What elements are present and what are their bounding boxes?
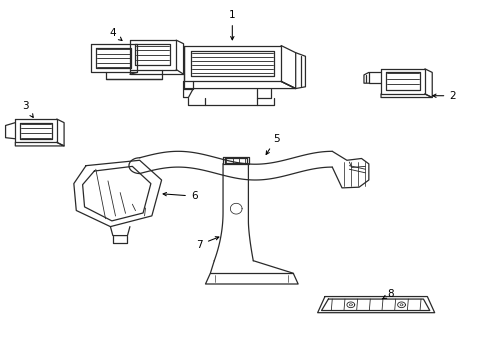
Text: 4: 4: [109, 28, 122, 41]
Text: 8: 8: [382, 289, 393, 299]
Text: 1: 1: [228, 10, 235, 40]
Text: 7: 7: [196, 237, 219, 249]
Text: 5: 5: [265, 134, 279, 154]
Text: 3: 3: [22, 102, 33, 117]
Text: 2: 2: [432, 91, 455, 101]
Text: 6: 6: [163, 191, 197, 201]
